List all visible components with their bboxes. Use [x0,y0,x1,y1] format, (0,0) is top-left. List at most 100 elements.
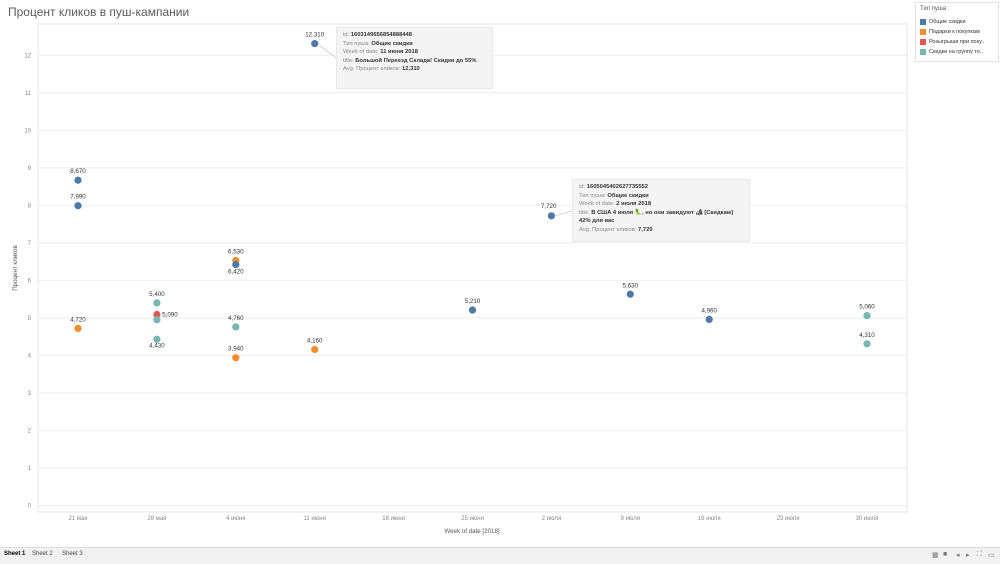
fit-view-icon[interactable]: ⛶ [977,551,982,558]
tooltip-11-june: id: 1603149656854888448 Тип пуша: Общие … [336,27,493,89]
tooltip-avg-row: Avg. Процент кликов: 12,310 [343,66,420,72]
tab-sheet-3[interactable]: Sheet 3 [62,551,83,557]
legend-item-podarki[interactable]: Подарки к покупкам [920,28,998,36]
data-point[interactable] [74,202,82,210]
y-tick-label: 11 [25,91,32,97]
plot-area [37,23,908,513]
prev-sheet-icon[interactable]: ◂ [956,552,960,559]
y-tick-label: 5 [28,316,32,322]
tooltip-connector [555,210,573,217]
y-axis-label: Процент кликов [12,245,19,291]
next-sheet-icon[interactable]: ▸ [966,552,970,559]
data-label: 3,940 [228,346,244,353]
data-label: 12,310 [305,32,324,39]
x-tick-label: 28 мая [147,516,166,522]
y-tick-label: 1 [28,466,32,472]
data-label: 5,090 [162,312,178,319]
tooltip-type-row: Тип пуша: Общие скидки [343,40,413,47]
data-point[interactable] [311,40,319,48]
grid-view-icon[interactable]: ▦ [932,552,939,559]
data-point[interactable] [74,324,82,333]
data-point[interactable] [863,312,871,320]
data-label: 4,430 [149,342,165,349]
data-point[interactable] [74,176,82,184]
y-tick-label: 2 [28,428,32,434]
y-tick-label: 10 [24,128,31,134]
data-label: 5,400 [149,291,165,298]
legend-label: Скидки на группу то.. [929,49,983,55]
data-point[interactable] [468,306,477,314]
tooltip-week-row: Week of date: 2 июля 2018 [579,201,652,207]
y-tick-label: 7 [28,241,32,247]
data-label: 6,530 [228,248,244,255]
legend-label: Общие скидки [929,19,966,25]
tooltip-avg-row: Avg. Процент кликов: 7,720 [579,226,653,233]
x-tick-label: 23 июля [777,516,800,522]
data-label: 5,210 [465,298,481,305]
tooltip-connector [318,44,337,59]
tooltip-week-row: Week of date: 11 июня 2018 [343,49,418,55]
data-point[interactable] [153,316,161,324]
y-tick-label: 0 [28,504,32,510]
data-point[interactable] [705,315,713,324]
data-label: 4,310 [859,332,875,339]
tooltip-title-row: title: Большой Переезд Склада! Скидки до… [343,57,477,64]
y-tick-label: 9 [28,166,32,172]
legend-swatch [920,19,926,25]
data-label: 5,630 [623,282,639,289]
data-label: 7,990 [70,194,86,201]
data-point[interactable] [547,212,556,220]
y-tick-label: 6 [28,278,32,284]
tooltip-title-row: title: В США 4 июля 🦜, но они завидуют 🏕… [579,209,734,225]
x-tick-label: 18 июня [382,516,405,522]
x-tick-label: 4 июня [226,516,245,522]
data-point[interactable] [232,354,240,362]
legend-swatch [920,39,926,45]
tab-sheet-2[interactable]: Sheet 2 [32,551,53,557]
data-label: 4,160 [307,337,323,344]
y-tick-label: 12 [24,53,31,59]
x-tick-label: 16 июля [698,516,721,522]
legend: Тип пуша Общие скидки Подарки к покупкам… [915,2,999,62]
tooltip-id-row: id: 1605045402627735552 [579,184,649,190]
data-label: 4,720 [70,316,86,323]
data-label: 6,420 [228,269,244,276]
present-icon[interactable]: ▭ [988,552,995,559]
y-tick-label: 4 [28,353,32,359]
sheet-tab-bar: Sheet 1 Sheet 2 Sheet 3 ▦ ■ ◂ ▸ ⛶ ▭ [0,547,1000,564]
legend-label: Розыгрыши при поку.. [929,39,985,45]
data-point[interactable] [626,290,634,298]
x-tick-label: 21 мая [68,516,87,522]
data-label: 4,760 [228,315,244,322]
x-tick-label: 30 июля [856,516,879,522]
tooltip-id-row: id: 1603149656854888448 [343,32,413,38]
data-label: 7,720 [541,203,557,210]
data-label: 5,060 [859,304,875,311]
legend-item-obshchie[interactable]: Общие скидки [920,18,998,26]
x-tick-label: 9 июля [621,516,640,522]
legend-swatch [920,29,926,35]
data-label: 8,670 [70,168,86,175]
tab-sheet-1[interactable]: Sheet 1 [4,551,26,557]
data-point[interactable] [863,340,871,348]
tooltip-2-july: id: 1605045402627735552 Тип пуша: Общие … [572,179,750,242]
data-point[interactable] [153,299,161,307]
data-point[interactable] [232,323,240,331]
data-point[interactable] [311,345,319,354]
x-tick-label: 25 июня [461,516,484,522]
data-point[interactable] [232,261,240,269]
x-axis-label: Week of date [2018] [444,528,500,535]
x-tick-label: 2 июля [542,516,561,522]
legend-item-rozygryshi[interactable]: Розыгрыши при поку.. [920,38,998,46]
legend-swatch [920,49,926,55]
chart-title: Процент кликов в пуш-кампании [8,5,190,19]
x-tick-label: 11 июня [304,516,326,522]
legend-item-skidki-gruppa[interactable]: Скидки на группу то.. [920,48,998,56]
legend-title: Тип пуша [920,6,947,12]
list-view-icon[interactable]: ■ [943,551,948,558]
data-point[interactable] [153,335,161,343]
data-point[interactable] [153,310,161,319]
tooltip-type-row: Тип пуша: Общие скидки [579,192,649,199]
y-tick-label: 8 [28,203,32,209]
